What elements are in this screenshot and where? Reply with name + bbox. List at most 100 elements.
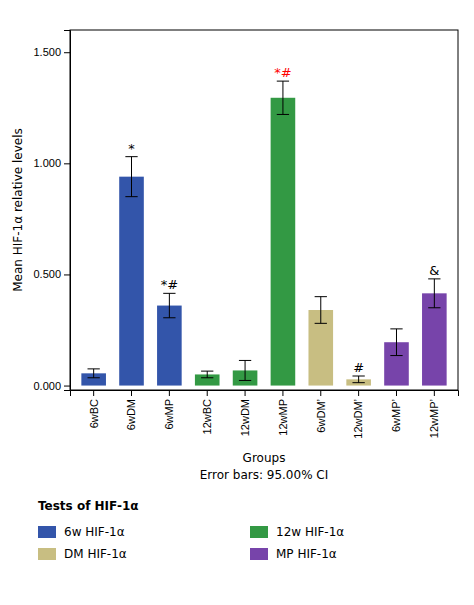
x-tick-mark (169, 390, 170, 396)
legend-item: 12w HIF-1α (250, 525, 344, 539)
x-tick-label: 12wMP’ (428, 399, 440, 438)
legend-item: MP HIF-1α (250, 547, 337, 561)
error-cap (390, 355, 402, 356)
legend-title: Tests of HIF-1α (38, 499, 138, 513)
error-bar (88, 369, 100, 378)
x-tick: 6wBC (88, 390, 100, 428)
bar (157, 306, 182, 386)
error-cap (239, 380, 251, 381)
x-tick-label: 6wMP’ (390, 399, 402, 432)
y-tick: 0.000 (33, 380, 70, 392)
legend-swatch (250, 548, 268, 560)
error-bar (125, 157, 137, 197)
error-cap (352, 382, 364, 383)
x-tick-label: 6wMP (163, 399, 175, 430)
y-tick: 0.500 (33, 268, 70, 280)
error-cap (428, 278, 440, 279)
y-tick-mark (64, 274, 70, 275)
legend-label: MP HIF-1α (276, 547, 337, 561)
x-tick: 6wDM (125, 390, 137, 430)
error-bar (315, 297, 327, 324)
x-tick: 12wMP’ (428, 390, 440, 438)
x-tick-mark (358, 390, 359, 396)
x-tick-label: 12wDM (239, 399, 251, 436)
x-tick-mark (396, 390, 397, 396)
annotations: **#*##& (128, 65, 439, 375)
chart: 0.000 0.500 1.000 1.500 6wBC 6wDM 6wMP 12wBC 12w… (0, 0, 474, 605)
y-tick-label: 1.000 (33, 157, 61, 169)
x-tick: 12wDM’ (352, 390, 364, 439)
x-tick: 12wDM (239, 390, 251, 436)
x-tick-label: 6wBC (88, 399, 100, 428)
x-tick-mark (93, 390, 94, 396)
error-cap (163, 317, 175, 318)
x-tick: 12wMP (277, 390, 289, 436)
y-tick-label: 1.500 (33, 46, 61, 58)
x-axis-title: Groups (243, 451, 286, 465)
x-tick-mark (131, 390, 132, 396)
error-bar (277, 81, 289, 114)
plot-frame (70, 30, 458, 390)
legend-label: 12w HIF-1α (276, 525, 344, 539)
x-tick-label: 12wMP (277, 399, 289, 436)
annotation: *# (161, 277, 178, 292)
x-tick-mark (245, 390, 246, 396)
marks (81, 81, 446, 385)
y-tick: 1.500 (33, 46, 70, 58)
x-tick-label: 12wDM’ (352, 399, 364, 439)
error-cap (428, 307, 440, 308)
error-cap (201, 371, 213, 372)
annotation: # (353, 360, 364, 375)
y-tick-label: 0.500 (33, 268, 61, 280)
y-tick-mark (64, 386, 70, 387)
y-axis-line (64, 31, 71, 391)
y-axis: 0.000 0.500 1.000 1.500 (33, 31, 70, 392)
error-cap (163, 293, 175, 294)
error-bar (428, 279, 440, 308)
x-tick: 6wMP’ (390, 390, 402, 432)
error-bar (239, 360, 251, 380)
error-bar (201, 371, 213, 378)
error-bar (352, 376, 364, 383)
error-line (245, 360, 246, 380)
x-axis-title: Error bars: 95.00% CI (200, 468, 329, 482)
y-axis-title: Mean HIF-1α relative levels (11, 128, 25, 292)
x-tick: 6wMP (163, 390, 175, 430)
error-cap (315, 323, 327, 324)
error-line (434, 279, 435, 308)
bar (119, 177, 144, 386)
error-cap (315, 296, 327, 297)
y-tick-label: 0.000 (33, 380, 61, 392)
legend-swatch (250, 526, 268, 538)
annotation: * (128, 141, 135, 156)
legend-label: 6w HIF-1α (64, 525, 125, 539)
legend-swatch (38, 548, 56, 560)
legend-swatch (38, 526, 56, 538)
error-cap (125, 196, 137, 197)
error-cap (88, 377, 100, 378)
x-tick: 6wDM’ (315, 390, 327, 433)
error-line (131, 157, 132, 197)
error-line (207, 371, 208, 378)
x-tick-label: 12wBC (201, 399, 213, 435)
error-line (320, 297, 321, 324)
annotation: & (429, 263, 439, 278)
error-cap (352, 376, 364, 377)
y-tick-mark (64, 163, 70, 164)
x-tick-mark (282, 390, 283, 396)
x-tick-label: 6wDM’ (315, 399, 327, 433)
error-line (93, 369, 94, 378)
x-axis-line (71, 391, 459, 397)
legend: Tests of HIF-1α 6w HIF-1α 12w HIF-1α DM HIF… (38, 499, 344, 561)
error-bar (163, 293, 175, 317)
error-cap (125, 156, 137, 157)
error-cap (277, 81, 289, 82)
error-line (282, 81, 283, 114)
y-tick-mark (64, 52, 70, 53)
x-tick-label: 6wDM (125, 399, 137, 430)
x-tick-mark (320, 390, 321, 396)
error-cap (390, 328, 402, 329)
x-tick-mark (434, 390, 435, 396)
legend-label: DM HIF-1α (64, 547, 127, 561)
error-cap (88, 368, 100, 369)
